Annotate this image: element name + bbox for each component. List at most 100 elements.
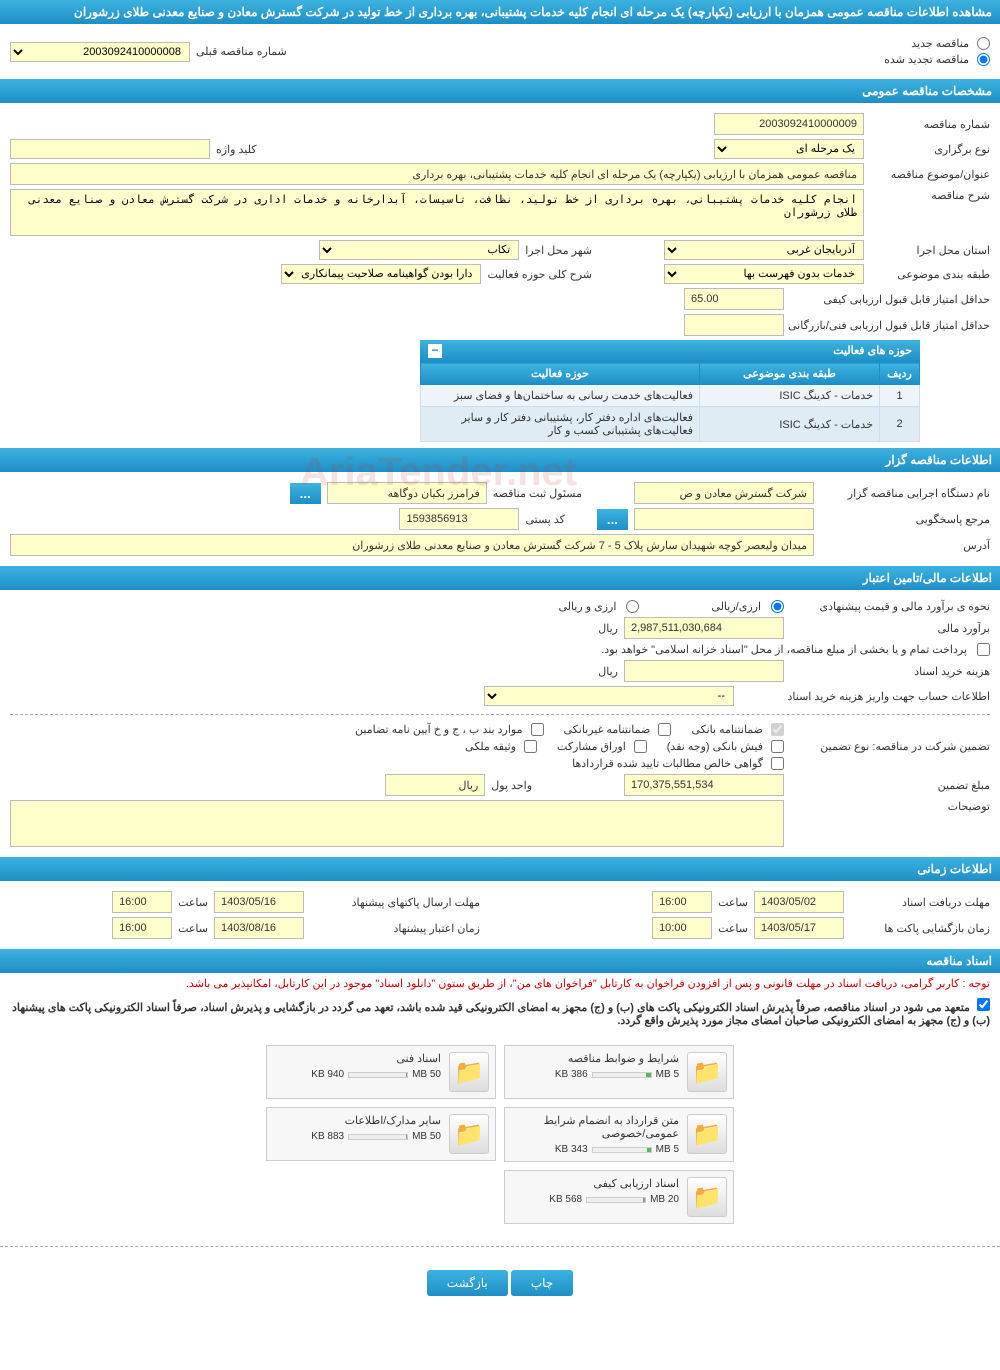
chk-nonbank[interactable] (658, 723, 671, 736)
unit-field: ریال (385, 774, 485, 796)
currency-label: ریال (598, 622, 618, 635)
type-label: نوع برگزاری (870, 143, 990, 156)
account-label: اطلاعات حساب جهت واریز هزینه خرید اسناد (740, 690, 990, 703)
contact-browse-button[interactable]: ... (597, 509, 628, 530)
chk-bonds[interactable] (634, 740, 647, 753)
category-select[interactable]: خدمات بدون فهرست بها (664, 264, 864, 284)
city-select[interactable]: تکاب (319, 240, 519, 260)
radio-new[interactable] (977, 37, 990, 50)
registrar-field: فرامرز بکیان دوگاهه (327, 482, 487, 504)
exec-field: شرکت گسترش معادن و ص (634, 482, 814, 504)
back-button[interactable]: بازگشت (427, 1270, 508, 1296)
chk2-label: ضمانتنامه غیربانکی (564, 723, 651, 736)
organizer-section: نام دستگاه اجرایی مناقصه گزار شرکت گسترش… (0, 472, 1000, 566)
amount-label: مبلغ تضمین (790, 779, 990, 792)
receive-date: 1403/05/02 (754, 891, 844, 913)
chk-cash[interactable] (771, 740, 784, 753)
chk1-label: ضمانتنامه بانکی (691, 723, 763, 736)
bottom-buttons: چاپ بازگشت (0, 1255, 1000, 1311)
receive-time: 16:00 (652, 891, 712, 913)
opt1-label: ارزی/ریالی (711, 600, 761, 613)
desc-textarea[interactable]: انجام کلیه خدمات پشتیبانی، بهره برداری ا… (10, 189, 864, 236)
account-select[interactable]: -- (484, 686, 734, 706)
minquality-label: حداقل امتیاز قابل قبول ارزیابی کیفی (790, 293, 990, 306)
chk6-label: وثیقه ملکی (465, 740, 516, 753)
section-financial: اطلاعات مالی/تامین اعتبار (0, 566, 1000, 590)
folder-icon: 📁 (687, 1114, 727, 1154)
folder-box[interactable]: 📁 شرایط و ضوابط مناقصه 5 MB 386 KB (504, 1045, 734, 1099)
label-new: مناقصه جدید (911, 37, 969, 50)
notes-textarea[interactable] (10, 800, 784, 847)
folder-box[interactable]: 📁 متن قرارداد به انضمام شرایط عمومی/خصوص… (504, 1107, 734, 1162)
category-label: طبقه بندی موضوعی (870, 268, 990, 281)
province-select[interactable]: آذربایجان غربی (664, 240, 864, 260)
address-field: میدان ولیعصر کوچه شهیدان سارش پلاک 5 - 7… (10, 534, 814, 556)
folder-box[interactable]: 📁 سایر مدارک/اطلاعات 50 MB 883 KB (266, 1107, 496, 1161)
bold-note-text: متعهد می شود در اسناد مناقصه، صرفاً پذیر… (12, 1002, 990, 1027)
validity-date: 1403/08/16 (214, 917, 304, 939)
red-note: توجه : کاربر گرامی، دریافت اسناد در مهلت… (0, 973, 1000, 994)
folder-title: سایر مدارک/اطلاعات (273, 1114, 441, 1127)
amount-field: 170,375,551,534 (624, 774, 784, 796)
folder-icon: 📁 (449, 1052, 489, 1092)
folders-wrap: 📁 شرایط و ضوابط مناقصه 5 MB 386 KB 📁 اسن… (0, 1031, 1000, 1238)
th-category: طبقه بندی موضوعی (700, 363, 880, 385)
registrar-browse-button[interactable]: ... (290, 483, 321, 504)
postal-field: 1593856913 (399, 508, 519, 530)
contact-label: مرجع پاسخگویی (820, 513, 990, 526)
open-date: 1403/05/17 (754, 917, 844, 939)
folder-box[interactable]: 📁 اسناد فنی 50 MB 940 KB (266, 1045, 496, 1099)
scopedesc-label: شرح کلی حوزه فعالیت (487, 268, 592, 281)
page-title: مشاهده اطلاعات مناقصه عمومی همزمان با ار… (74, 5, 992, 19)
treasury-checkbox[interactable] (977, 643, 990, 656)
number-label: شماره مناقصه (870, 118, 990, 131)
postal-label: کد پستی (525, 513, 564, 526)
doccost-label: هزینه خرید اسناد (790, 665, 990, 678)
page-title-bar: مشاهده اطلاعات مناقصه عمومی همزمان با ار… (0, 0, 1000, 24)
chk-clauses[interactable] (531, 723, 544, 736)
scopedesc-select[interactable]: دارا بودن گواهینامه صلاحیت پیمانکاری از … (281, 264, 481, 284)
unit-label: واحد پول (491, 779, 532, 792)
notes-label: توضیحات (790, 800, 990, 813)
section-documents: اسناد مناقصه (0, 949, 1000, 973)
keyword-label: کلید واژه (216, 143, 256, 156)
contact-field (634, 508, 814, 530)
label-renewed: مناقصه تجدید شده (884, 53, 969, 66)
activity-title: حوزه های فعالیت (833, 344, 912, 358)
prev-number-select[interactable]: 2003092410000008 (10, 42, 190, 62)
type-select[interactable]: یک مرحله ای (714, 139, 864, 159)
radio-rial[interactable] (771, 600, 784, 613)
doccost-field (624, 660, 784, 682)
chk-receivables[interactable] (771, 757, 784, 770)
table-row: 2خدمات - کدینگ ISICفعالیت‌های اداره دفتر… (421, 407, 920, 442)
activity-table-wrap: حوزه های فعالیت − ردیف طبقه بندی موضوعی … (420, 340, 920, 442)
folder-box[interactable]: 📁 اسناد ارزیابی کیفی 20 MB 568 KB (504, 1170, 734, 1224)
chk-bank-guarantee[interactable] (771, 723, 784, 736)
keyword-input[interactable] (10, 139, 210, 159)
divider2 (0, 1246, 1000, 1247)
number-field: 2003092410000009 (714, 113, 864, 135)
folder-title: شرایط و ضوابط مناقصه (511, 1052, 679, 1065)
table-row: 1خدمات - کدینگ ISICفعالیت‌های خدمت رسانی… (421, 385, 920, 407)
folder-title: اسناد فنی (273, 1052, 441, 1065)
validity-time: 16:00 (112, 917, 172, 939)
activity-table: ردیف طبقه بندی موضوعی حوزه فعالیت 1خدمات… (420, 362, 920, 442)
address-label: آدرس (820, 539, 990, 552)
chk-property[interactable] (524, 740, 537, 753)
subject-label: عنوان/موضوع مناقصه (870, 168, 990, 181)
radio-currency[interactable] (626, 600, 639, 613)
time-label1: ساعت (718, 896, 748, 909)
general-section: شماره مناقصه 2003092410000009 نوع برگزار… (0, 103, 1000, 448)
section-general: مشخصات مناقصه عمومی (0, 79, 1000, 103)
registrar-label: مسئول ثبت مناقصه (493, 487, 582, 500)
guarantee-type-label: تضمین شرکت در مناقصه: نوع تضمین (790, 740, 990, 753)
minimize-icon[interactable]: − (428, 344, 442, 358)
print-button[interactable]: چاپ (511, 1270, 573, 1296)
open-time: 10:00 (652, 917, 712, 939)
radio-renewed[interactable] (977, 53, 990, 66)
folder-icon: 📁 (687, 1177, 727, 1217)
send-date: 1403/05/16 (214, 891, 304, 913)
estimate-field: 2,987,511,030,684 (624, 617, 784, 639)
commitment-checkbox[interactable] (977, 998, 990, 1011)
prev-number-label: شماره مناقصه قبلی (196, 45, 287, 58)
